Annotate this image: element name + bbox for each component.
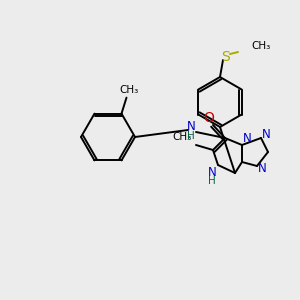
Text: N: N [258, 161, 266, 175]
Text: N: N [262, 128, 270, 142]
Text: H: H [208, 176, 216, 186]
Text: CH₃: CH₃ [251, 41, 270, 51]
Text: H: H [187, 131, 195, 141]
Text: N: N [187, 121, 195, 134]
Text: N: N [243, 133, 251, 146]
Text: CH₃: CH₃ [119, 85, 138, 94]
Text: O: O [204, 111, 214, 125]
Text: N: N [208, 167, 216, 179]
Text: S: S [220, 50, 230, 64]
Text: CH₃: CH₃ [173, 132, 192, 142]
